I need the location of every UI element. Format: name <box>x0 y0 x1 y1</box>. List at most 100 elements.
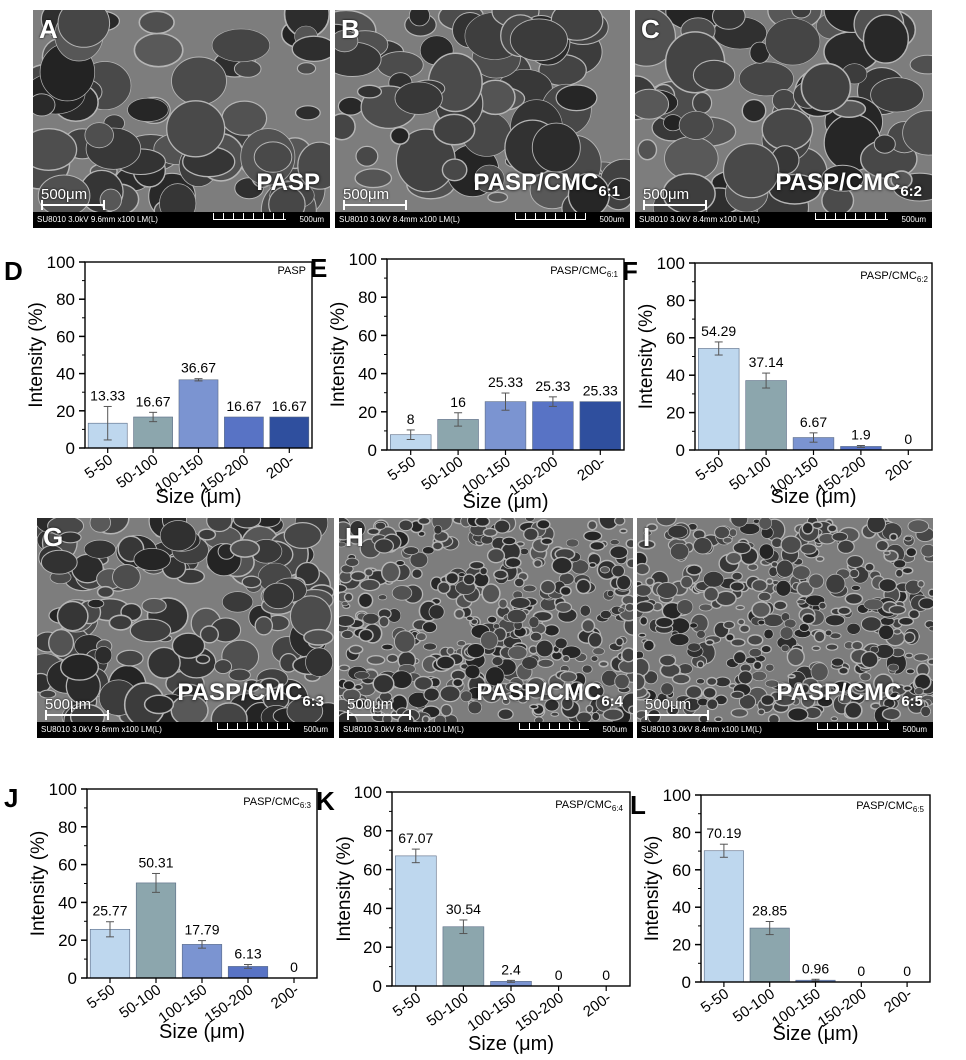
y-tick-label: 40 <box>666 366 685 385</box>
data-label: 50.31 <box>138 854 173 870</box>
y-tick-label: 100 <box>663 786 691 805</box>
sem-info-bar: SU8010 3.0kV 9.6mm x100 LM(L) 500um <box>33 212 330 228</box>
y-tick-label: 60 <box>358 326 377 345</box>
sem-texture <box>33 10 330 228</box>
data-label: 0.96 <box>802 960 829 976</box>
sem-info-text: SU8010 3.0kV 9.6mm x100 LM(L) <box>37 215 158 224</box>
panel-letter: B <box>341 14 360 44</box>
y-tick-label: 0 <box>682 973 691 992</box>
sem-info-bar: SU8010 3.0kV 8.4mm x100 LM(L) 500um <box>335 212 630 228</box>
data-label: 67.07 <box>398 830 433 846</box>
y-axis-title: Intensity (%) <box>328 302 349 408</box>
y-tick-label: 60 <box>58 856 77 875</box>
bar <box>749 927 790 983</box>
sample-name: PASP/CMC6:5 <box>776 679 923 710</box>
y-tick-label: 100 <box>354 783 382 802</box>
sem-info-bar: SU8010 3.0kV 8.4mm x100 LM(L) 500um <box>635 212 932 228</box>
y-tick-label: 80 <box>58 818 77 837</box>
y-tick-label: 100 <box>349 250 377 269</box>
y-axis-title: Intensity (%) <box>28 831 49 937</box>
data-label: 30.54 <box>446 901 481 917</box>
data-label: 25.77 <box>92 903 127 919</box>
data-label: 0 <box>602 967 610 983</box>
sem-panel-g: G 500μm PASP/CMC6:3 SU8010 3.0kV 9.6mm x… <box>37 518 334 738</box>
y-tick-label: 40 <box>56 365 75 384</box>
data-label: 16.67 <box>272 398 307 414</box>
data-label: 25.33 <box>535 378 570 394</box>
sem-info-text: SU8010 3.0kV 8.4mm x100 LM(L) <box>639 215 760 224</box>
x-axis-title: Size (μm) <box>468 1033 554 1055</box>
y-tick-label: 100 <box>49 780 77 799</box>
legend-text: PASP/CMC6:3 <box>243 796 311 810</box>
y-axis-title: Intensity (%) <box>334 836 355 942</box>
scale-bar: 500μm <box>45 696 109 720</box>
bar <box>89 928 131 979</box>
data-label: 0 <box>903 963 911 979</box>
x-axis-title: Size (μm) <box>773 1023 859 1045</box>
sem-info-text: SU8010 3.0kV 8.4mm x100 LM(L) <box>343 725 464 734</box>
y-tick-label: 20 <box>363 938 382 957</box>
sample-name: PASP/CMC6:4 <box>476 679 623 710</box>
data-label: 70.19 <box>706 825 741 841</box>
plot-frame <box>391 791 631 987</box>
sem-texture <box>637 518 933 726</box>
panel-letter: G <box>43 522 64 552</box>
y-tick-label: 40 <box>672 898 691 917</box>
bar <box>178 379 219 449</box>
bar <box>745 380 787 451</box>
data-label: 0 <box>904 431 912 447</box>
y-tick-label: 20 <box>358 403 377 422</box>
scale-bar: 500μm <box>645 696 709 720</box>
y-tick-label: 0 <box>68 969 77 988</box>
data-label: 6.67 <box>800 414 827 430</box>
sem-info-scale: 500um <box>902 725 927 734</box>
data-label: 36.67 <box>181 360 216 376</box>
y-tick-label: 100 <box>657 254 685 273</box>
scale-label: 500μm <box>45 696 92 713</box>
y-tick-label: 60 <box>56 327 75 346</box>
legend-text: PASP/CMC6:1 <box>550 265 618 279</box>
panel-letter: C <box>641 14 660 44</box>
legend-text: PASP/CMC6:2 <box>860 270 928 284</box>
y-tick-label: 60 <box>363 861 382 880</box>
data-label: 25.33 <box>488 374 523 390</box>
sem-info-scale: 500um <box>303 725 328 734</box>
bar <box>698 348 740 451</box>
sample-name: PASP/CMC6:3 <box>177 679 324 710</box>
panel-letter: K <box>316 786 335 816</box>
sem-texture <box>339 518 633 732</box>
data-label: 8 <box>407 411 415 427</box>
scale-label: 500μm <box>347 696 394 713</box>
scale-bar: 500μm <box>347 696 411 720</box>
plot-frame <box>386 258 625 451</box>
y-tick-label: 20 <box>58 931 77 950</box>
sem-texture <box>335 10 630 226</box>
bar <box>395 855 437 987</box>
sem-texture <box>37 518 334 738</box>
x-axis-title: Size (μm) <box>463 491 549 513</box>
y-tick-label: 0 <box>373 977 382 996</box>
data-label: 13.33 <box>90 387 125 403</box>
scale-label: 500μm <box>645 696 692 713</box>
sample-name: PASP/CMC6:2 <box>775 169 922 200</box>
y-tick-label: 0 <box>676 441 685 460</box>
y-tick-label: 20 <box>672 936 691 955</box>
data-label: 16.67 <box>136 393 171 409</box>
data-label: 0 <box>290 959 298 975</box>
y-tick-label: 60 <box>672 861 691 880</box>
sem-panel-b: B 500μm PASP/CMC6:1 SU8010 3.0kV 8.4mm x… <box>335 10 630 228</box>
sem-texture <box>635 10 932 228</box>
y-tick-label: 40 <box>58 893 77 912</box>
sample-name: PASP/CMC6:1 <box>473 169 620 200</box>
sem-panel-a: A 500μm PASP SU8010 3.0kV 9.6mm x100 LM(… <box>33 10 330 228</box>
panel-letter: I <box>643 522 651 552</box>
bar <box>224 416 264 449</box>
scale-label: 500μm <box>41 186 88 203</box>
bar <box>269 416 310 449</box>
sample-name: PASP <box>256 169 320 197</box>
bar <box>133 416 173 449</box>
